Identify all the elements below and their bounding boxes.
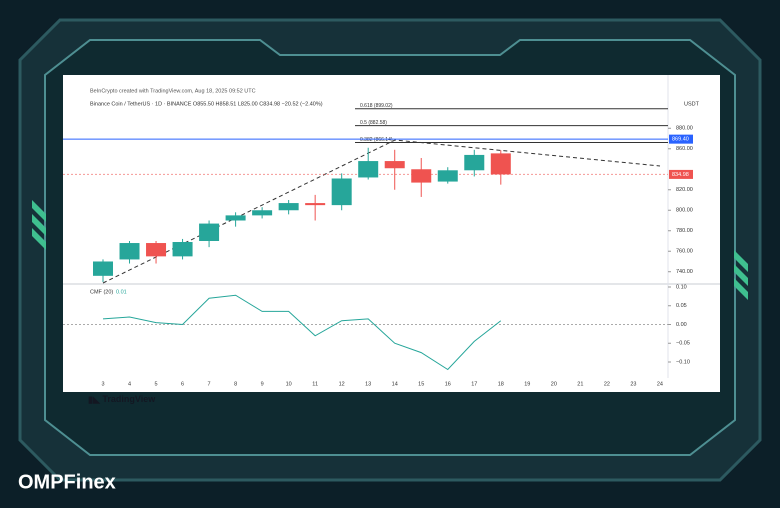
x-tick-label: 12 [339, 381, 345, 387]
x-tick-label: 14 [392, 381, 398, 387]
x-tick-label: 8 [234, 381, 237, 387]
price-label: 834.98 [672, 172, 689, 178]
x-tick-label: 10 [286, 381, 292, 387]
y-tick-label: 760.00 [676, 249, 693, 255]
brand-text: TradingView [102, 394, 156, 404]
cmf-tick-label: −0.05 [676, 341, 690, 347]
x-tick-label: 18 [498, 381, 504, 387]
candle-body [252, 210, 273, 216]
cmf-tick-label: 0.00 [676, 322, 687, 328]
cmf-tick-label: 0.10 [676, 284, 687, 290]
candle-body [411, 169, 432, 183]
currency: USDT [684, 101, 700, 107]
x-tick-label: 4 [128, 381, 131, 387]
candle-body [225, 215, 246, 221]
fib-label: 0.382 (866.14) [360, 137, 393, 143]
subtitle: BeInCrypto created with TradingView.com,… [90, 88, 256, 94]
x-tick-label: 13 [365, 381, 371, 387]
x-tick-label: 19 [524, 381, 530, 387]
fib-label: 0.5 (882.58) [360, 120, 387, 126]
candle-body [305, 203, 326, 206]
cmf-tick-label: 0.05 [676, 303, 687, 309]
x-tick-label: 23 [630, 381, 636, 387]
candle-body [93, 261, 113, 276]
x-tick-label: 11 [312, 381, 318, 387]
cmf-name: CMF (20) [90, 289, 113, 295]
candle-body [490, 153, 511, 175]
x-tick-label: 9 [261, 381, 264, 387]
logo: OMPFinex [18, 471, 116, 493]
y-tick-label: 860.00 [676, 146, 693, 152]
x-tick-label: 6 [181, 381, 184, 387]
fib-label: 0.618 (899.02) [360, 103, 393, 109]
x-tick-label: 15 [418, 381, 424, 387]
y-tick-label: 780.00 [676, 228, 693, 234]
title: Binance Coin / TetherUS · 1D · BINANCE O… [90, 101, 323, 107]
candle-body [331, 178, 352, 206]
y-tick-label: 740.00 [676, 269, 693, 275]
x-tick-label: 21 [577, 381, 583, 387]
brand: ▮◣ TradingView [88, 394, 156, 404]
x-tick-label: 7 [208, 381, 211, 387]
x-tick-label: 20 [551, 381, 557, 387]
cmf-line [102, 294, 502, 371]
candle-body [199, 223, 220, 241]
x-tick-label: 5 [155, 381, 158, 387]
chart-panel [63, 75, 720, 392]
candle-body [172, 242, 193, 257]
x-tick-label: 16 [445, 381, 451, 387]
y-tick-label: 880.00 [676, 126, 693, 132]
x-tick-label: 17 [471, 381, 477, 387]
candle-body [278, 203, 299, 211]
candle-body [358, 161, 379, 178]
candle-body [119, 243, 140, 260]
x-tick-label: 3 [101, 381, 104, 387]
price-label: 869.40 [672, 137, 689, 143]
price-label-box [669, 169, 693, 179]
x-tick-label: 22 [604, 381, 610, 387]
candle-body [437, 170, 458, 182]
candle-body [464, 154, 485, 171]
price-label-box [669, 134, 693, 144]
frame-stripes [32, 200, 748, 300]
x-tick-label: 24 [657, 381, 663, 387]
y-tick-label: 820.00 [676, 187, 693, 193]
y-tick-label: 800.00 [676, 208, 693, 214]
candle-body [384, 161, 405, 169]
candle-body [146, 243, 167, 257]
cmf-tick-label: −0.10 [676, 359, 690, 365]
cmf-current: 0.01 [116, 289, 127, 295]
